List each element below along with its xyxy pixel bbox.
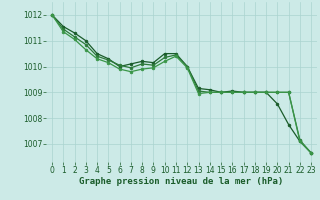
X-axis label: Graphe pression niveau de la mer (hPa): Graphe pression niveau de la mer (hPa) [79,177,284,186]
